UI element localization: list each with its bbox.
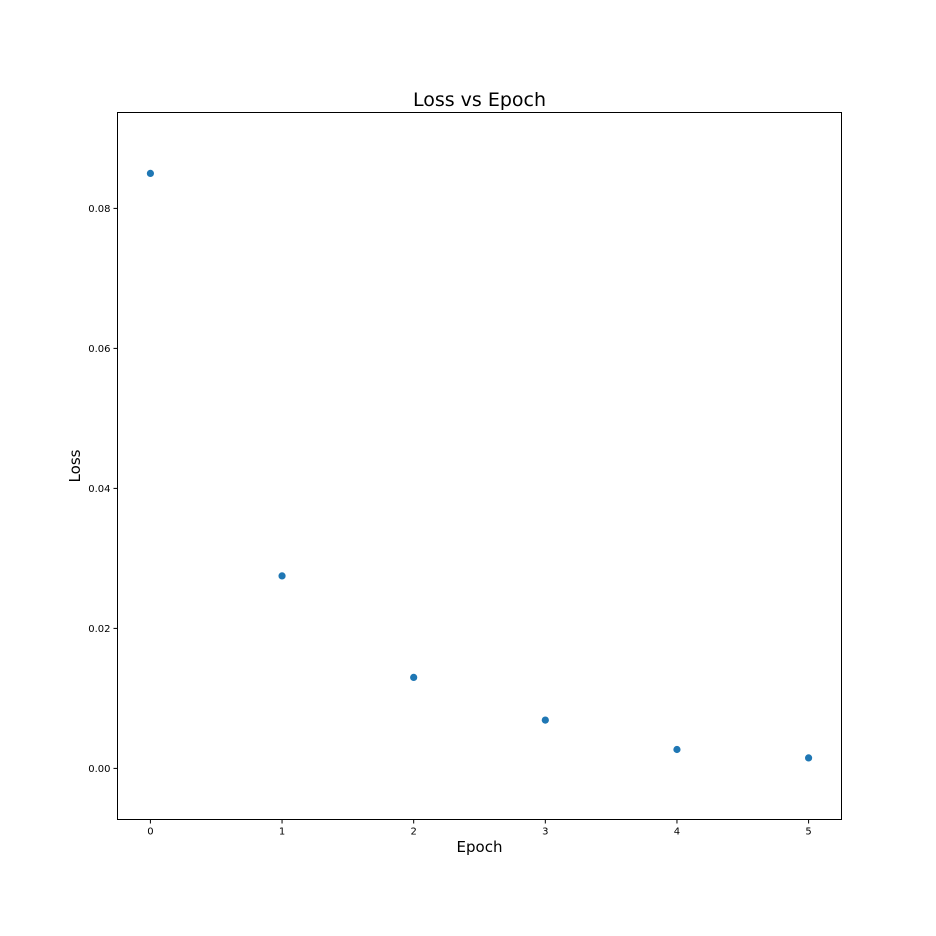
y-tick-label: 0.02 <box>88 624 110 635</box>
x-tick-label: 1 <box>279 827 285 838</box>
data-point <box>278 572 286 580</box>
y-tick-label: 0.04 <box>88 484 110 495</box>
x-tick-label: 2 <box>410 827 416 838</box>
x-tick-label: 5 <box>805 827 811 838</box>
chart-title: Loss vs Epoch <box>413 89 546 111</box>
y-tick-label: 0.06 <box>88 344 110 355</box>
plot-area <box>117 112 842 820</box>
y-tick-label: 0.00 <box>88 764 110 775</box>
plot-frame <box>117 112 842 820</box>
x-tick-label: 4 <box>674 827 680 838</box>
data-point <box>804 754 813 762</box>
x-axis-label: Epoch <box>457 838 503 856</box>
y-tick-label: 0.08 <box>88 204 110 215</box>
x-axis: 0 1 2 3 4 5 <box>147 819 812 838</box>
y-axis-label: Loss <box>66 449 84 482</box>
data-point <box>146 169 155 177</box>
x-tick-label: 0 <box>147 827 153 838</box>
x-tick-label: 3 <box>542 827 548 838</box>
y-axis: 0.00 0.02 0.04 0.06 0.08 <box>88 204 118 775</box>
data-point <box>541 716 549 724</box>
data-point <box>410 673 418 682</box>
data-points <box>146 169 813 762</box>
data-point <box>673 745 681 754</box>
